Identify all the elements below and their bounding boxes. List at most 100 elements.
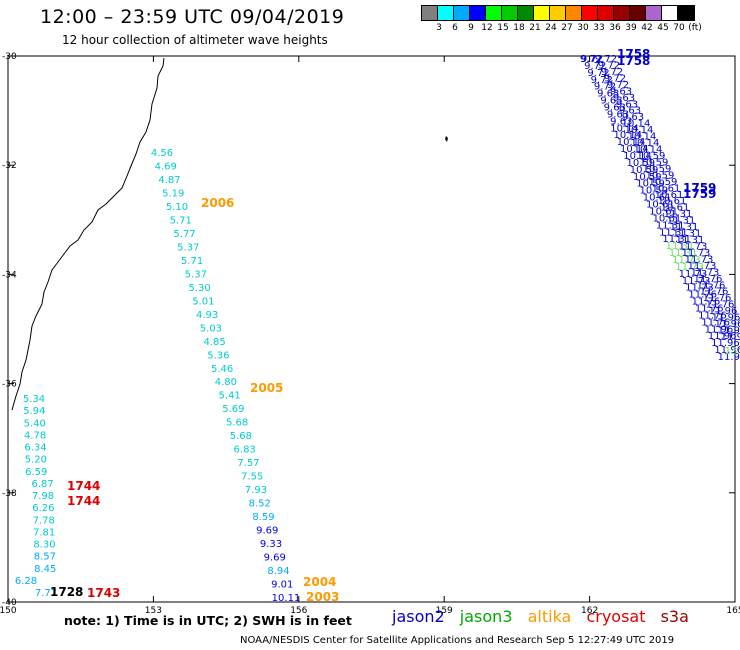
- swh-value: 5.71: [181, 256, 203, 267]
- legend-label: 21: [529, 23, 541, 33]
- credit-line: NOAA/NESDIS Center for Satellite Applica…: [240, 635, 675, 646]
- swh-value: 9.69: [264, 553, 286, 564]
- swh-value: 13: [725, 346, 738, 357]
- legend-swatch: [438, 6, 454, 20]
- legend-swatch: [614, 6, 630, 20]
- swh-value: 5.69: [222, 404, 244, 415]
- swh-value: 5.36: [207, 350, 229, 361]
- swh-value: 10.59: [636, 179, 665, 190]
- legend-swatch: [662, 6, 678, 20]
- swh-value: 4.80: [215, 377, 237, 388]
- map-frame: [7, 55, 736, 603]
- legend-label: 45: [657, 23, 669, 33]
- swh-value: 9.72: [607, 80, 629, 91]
- swh-value: 4.56: [151, 148, 173, 159]
- swh-value: 5.77: [173, 229, 195, 240]
- swh-value: 11.73: [675, 262, 704, 273]
- swh-value: 9.72: [587, 68, 609, 79]
- y-tick-label: -38: [2, 489, 17, 499]
- observation-marks: 4.56 4.69 4.87 5.19 5.10 5.71 5.77 5.37 5.71 5.37…: [15, 47, 740, 604]
- swh-value: 5.94: [23, 406, 45, 417]
- legend-label: 39: [625, 23, 637, 33]
- swh-value: 9.01: [271, 580, 293, 591]
- swh-value: 5.37: [185, 269, 207, 280]
- legend-swatch: [598, 6, 614, 20]
- legend-swatch: [582, 6, 598, 20]
- swh-value: 9.72: [581, 54, 603, 65]
- swh-value: 10.59: [643, 164, 672, 175]
- mission-altika: altika: [527, 607, 572, 626]
- swh-value: 9.63: [610, 116, 632, 127]
- swh-value: 11.96: [714, 345, 740, 356]
- time-label: 2006: [201, 196, 234, 210]
- y-tick-label: -32: [2, 161, 17, 171]
- mission-s3a: s3a: [660, 607, 689, 626]
- swh-value: 10.14: [623, 151, 652, 162]
- page-title: 12:00 – 23:59 UTC 09/04/2019: [40, 6, 345, 28]
- legend-swatch: [678, 6, 694, 20]
- swh-value: 10.59: [630, 165, 659, 176]
- swh-value: 4.78: [24, 430, 46, 441]
- swh-value: 5.46: [211, 364, 233, 375]
- swh-value: 7.81: [33, 527, 55, 538]
- swh-value: 10.59: [627, 158, 656, 169]
- swh-value: 11.96: [711, 338, 740, 349]
- swh-value: 9.72: [580, 54, 602, 65]
- swh-value: 11.96: [709, 306, 738, 317]
- swh-value: 11.73: [688, 261, 717, 272]
- x-tick-label: 165: [726, 606, 740, 616]
- swh-value: 11.96: [708, 331, 737, 342]
- swh-value: 10.61: [658, 196, 687, 207]
- swh-value: 10.59: [646, 170, 675, 181]
- swh-value: 11.96: [718, 352, 740, 363]
- swh-value: 5.10: [166, 202, 188, 213]
- swh-value: 11.73: [679, 269, 708, 280]
- swh-value: 9.72: [595, 54, 617, 65]
- swh-value: 6.34: [24, 443, 46, 454]
- legend-swatches: [421, 5, 695, 21]
- swh-value: 10.59: [640, 157, 669, 168]
- swh-value: 10.14: [622, 119, 651, 130]
- mission-jason3: jason3: [459, 607, 513, 626]
- swh-value: 10.14: [634, 145, 663, 156]
- swh-value: 11.73: [685, 283, 714, 294]
- mission-legend: jason2 jason3 altika cryosat s3a: [392, 607, 699, 626]
- swh-value: 10.61: [643, 193, 672, 204]
- swh-value: 9.63: [600, 96, 622, 107]
- swh-value: 10.14: [631, 138, 660, 149]
- swh-value: 5.68: [226, 418, 248, 429]
- swh-value: 11.31: [669, 248, 698, 259]
- swh-value: 11.76: [692, 297, 721, 308]
- legend-swatch: [502, 6, 518, 20]
- x-tick-label: 159: [436, 606, 453, 616]
- swh-value: 11.31: [673, 229, 702, 240]
- swh-value: 9.72: [591, 75, 613, 86]
- swh-value: 11.96: [705, 324, 734, 335]
- legend-label: 24: [545, 23, 557, 33]
- swh-value: 7.98: [32, 491, 54, 502]
- swh-value: 10.61: [646, 200, 675, 211]
- swh-value: 7.55: [241, 472, 263, 483]
- swh-value: 11.31: [656, 220, 685, 231]
- time-label: 1758: [617, 47, 650, 61]
- legend-label: 42: [641, 23, 653, 33]
- swh-value: 11.76: [695, 303, 724, 314]
- swh-value: 4.87: [158, 175, 180, 186]
- swh-value: 11.76: [703, 293, 732, 304]
- swh-value: 10.59: [640, 186, 669, 197]
- swh-value: 5.68: [230, 431, 252, 442]
- time-label: 1758: [617, 54, 650, 68]
- swh-value: 9.63: [610, 86, 632, 97]
- swh-value: 10.59: [633, 172, 662, 183]
- legend-label: 12: [481, 23, 493, 33]
- time-label: 1744: [67, 479, 100, 493]
- swh-value: 11.96: [715, 319, 740, 330]
- y-tick-label: -40: [2, 598, 17, 608]
- swh-value: 6.83: [234, 445, 256, 456]
- grid-ticks: 150 153 156 159 162 165 -30 -32 -34 -36 -38 -40: [0, 52, 740, 616]
- time-label: 1744: [67, 494, 100, 508]
- swh-value: 5.30: [188, 283, 210, 294]
- swh-value: 11.31: [676, 235, 705, 246]
- swh-value: 11.73: [682, 276, 711, 287]
- time-label: 2003: [306, 590, 339, 604]
